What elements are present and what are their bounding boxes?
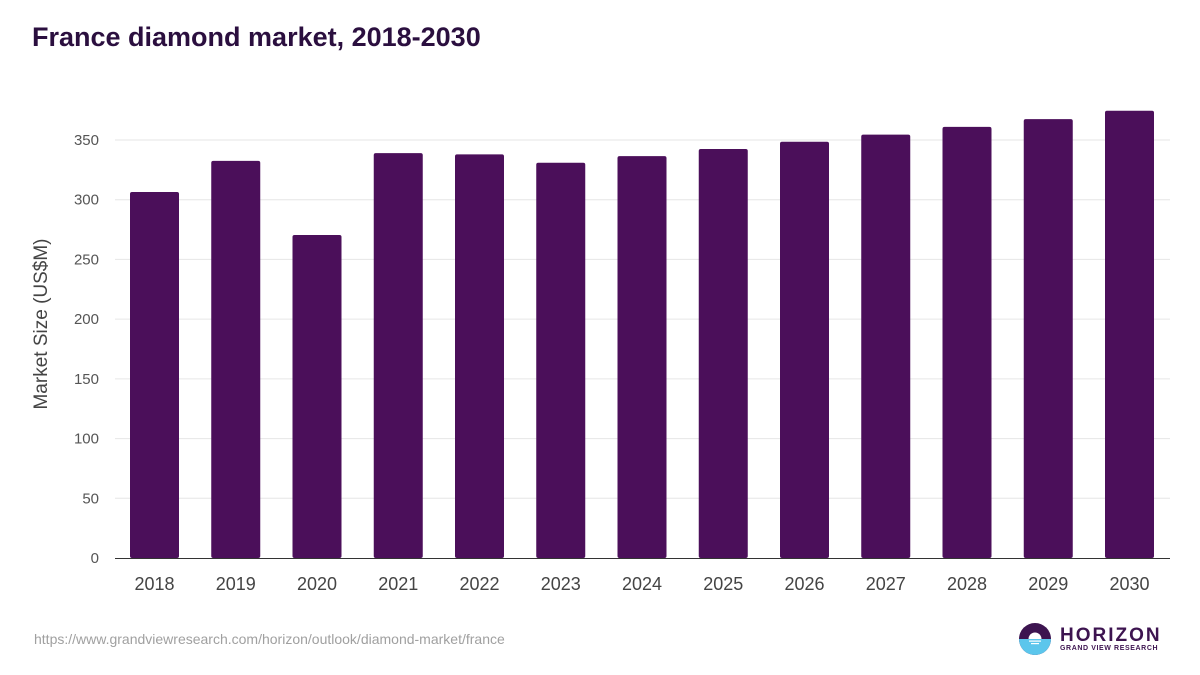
- bar-2028: [942, 126, 992, 558]
- y-tick-label: 300: [74, 192, 99, 209]
- horizon-logo: HORIZON GRAND VIEW RESEARCH: [1018, 622, 1162, 656]
- x-tick-label: 2027: [866, 574, 906, 594]
- horizon-logo-icon: [1019, 623, 1051, 655]
- bar-2022: [455, 154, 504, 558]
- x-tick-label: 2019: [216, 574, 256, 594]
- x-tick-label: 2029: [1028, 574, 1068, 594]
- y-tick-label: 150: [74, 371, 99, 388]
- bar-2019: [211, 160, 261, 558]
- y-tick-label: 200: [74, 311, 99, 328]
- x-tick-label: 2028: [947, 574, 987, 594]
- y-axis-label: Market Size (US$M): [31, 238, 52, 409]
- x-tick-label: 2018: [134, 574, 174, 594]
- bar-2021: [373, 153, 423, 558]
- logo-subtitle: GRAND VIEW RESEARCH: [1060, 645, 1159, 652]
- bar-2020: [292, 234, 342, 558]
- bar-2027: [861, 134, 911, 558]
- x-tick-label: 2023: [541, 574, 581, 594]
- bar-2018: [130, 191, 179, 559]
- logo-word: HORIZON: [1060, 625, 1162, 646]
- bar-2025: [698, 148, 748, 558]
- chart-title: France diamond market, 2018-2030: [32, 22, 481, 52]
- bar-2023: [536, 162, 586, 559]
- x-tick-label: 2022: [459, 574, 499, 594]
- x-tick-label: 2024: [622, 574, 662, 594]
- bar-2024: [617, 156, 667, 558]
- x-tick-label: 2020: [297, 574, 337, 594]
- y-tick-label: 0: [91, 550, 99, 567]
- bar-2029: [1023, 119, 1073, 558]
- x-tick-label: 2021: [378, 574, 418, 594]
- bar-2030: [1105, 110, 1154, 559]
- bar-2026: [780, 141, 829, 558]
- y-tick-label: 100: [74, 431, 99, 448]
- x-tick-label: 2026: [784, 574, 824, 594]
- source-url: https://www.grandviewresearch.com/horizo…: [34, 631, 505, 647]
- y-tick-label: 350: [74, 132, 99, 149]
- x-tick-label: 2025: [703, 574, 743, 594]
- y-tick-label: 50: [82, 490, 99, 507]
- y-tick-label: 250: [74, 251, 99, 268]
- x-tick-label: 2030: [1109, 574, 1149, 594]
